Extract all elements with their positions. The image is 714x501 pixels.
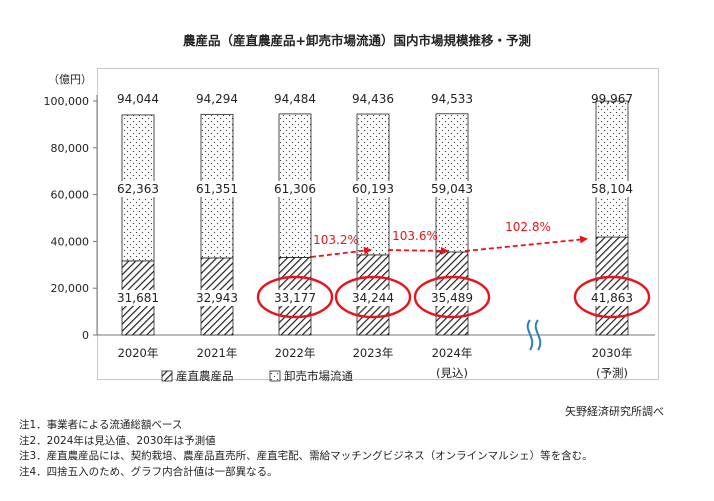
bar-direct [595,236,629,336]
data-label-total: 94,294 [196,92,238,106]
y-unit-label: （億円） [48,73,92,86]
data-label-bg [343,290,403,306]
data-label-bg [108,181,168,197]
data-label-bg [582,290,642,306]
note-1: 注1．事業者による流通総額ベース [19,419,183,431]
legend-label-market: 卸売市場流通 [284,369,353,383]
data-label-direct: 35,489 [431,291,473,305]
note-4: 注4．四捨五入のため、グラフ内合計値は一部異なる。 [19,465,278,478]
legend-label-direct: 産直農産品 [176,369,234,383]
x-tick-label: 2022年 [275,346,316,360]
data-label-bg [343,181,403,197]
data-label-total: 94,484 [274,92,316,106]
data-label-market: 59,043 [431,182,473,196]
growth-arrow [464,235,588,252]
notes-block: 注1．事業者による流通総額ベース 注2．2024年は見込値、2030年は予測値 … [19,418,593,480]
bar-market [595,100,629,238]
data-label-bg [422,181,482,197]
data-label-total: 94,436 [352,92,394,106]
data-label-bg [187,181,247,197]
growth-arrow [387,246,449,255]
data-label-bg [265,290,325,306]
highlight-circle [573,275,651,319]
y-tick-label: 0 [82,329,89,342]
highlight-circle [256,275,334,319]
axis-break-icon [526,319,534,351]
highlight-circle [413,275,491,319]
data-label-market: 58,104 [591,182,633,196]
source-credit: 矢野経済研究所調べ [565,405,664,418]
data-label-bg [187,290,247,306]
x-tick-sublabel: (見込) [436,366,468,380]
growth-label: 102.8% [505,220,551,234]
highlight-circle [334,275,412,319]
data-label-direct: 33,177 [274,291,316,305]
legend-swatch-direct [161,370,173,382]
growth-arrow [310,246,372,258]
data-label-market: 61,306 [274,182,316,196]
data-label-market: 62,363 [117,182,159,196]
x-tick-label: 2024年 [432,346,473,360]
x-tick-label: 2023年 [353,346,394,360]
data-label-bg [582,181,642,197]
x-tick-label: 2020年 [118,346,159,360]
data-label-direct: 41,863 [591,291,633,305]
y-tick-label: 60,000 [51,189,90,202]
data-label-bg [422,290,482,306]
data-label-direct: 31,681 [117,291,159,305]
y-tick-label: 20,000 [51,282,90,295]
note-3: 注3．産直農産品には、契約栽培、農産品直売所、産直宅配、需給マッチングビジネス（… [19,450,593,462]
note-2: 注2．2024年は見込値、2030年は予測値 [19,434,216,447]
y-tick-label: 40,000 [51,235,90,248]
growth-label: 103.2% [313,233,359,247]
data-label-market: 61,351 [196,182,238,196]
legend-swatch-market [269,370,281,382]
data-label-total: 94,044 [117,92,159,106]
x-tick-sublabel: (予測) [596,366,628,380]
data-label-market: 60,193 [352,182,394,196]
data-label-bg [108,290,168,306]
data-label-total: 94,533 [431,92,473,106]
growth-label: 103.6% [392,229,438,243]
chart-title: 農産品（産直農産品+卸売市場流通）国内市場規模推移・予測 [183,33,531,48]
x-tick-label: 2030年 [592,346,633,360]
x-tick-label: 2021年 [197,346,238,360]
data-label-bg [265,181,325,197]
axis-break-icon [534,319,542,351]
data-label-direct: 32,943 [196,291,238,305]
data-label-direct: 34,244 [352,291,394,305]
y-tick-label: 100,000 [44,95,90,108]
data-label-total: 99,967 [591,92,633,106]
y-tick-label: 80,000 [51,142,90,155]
